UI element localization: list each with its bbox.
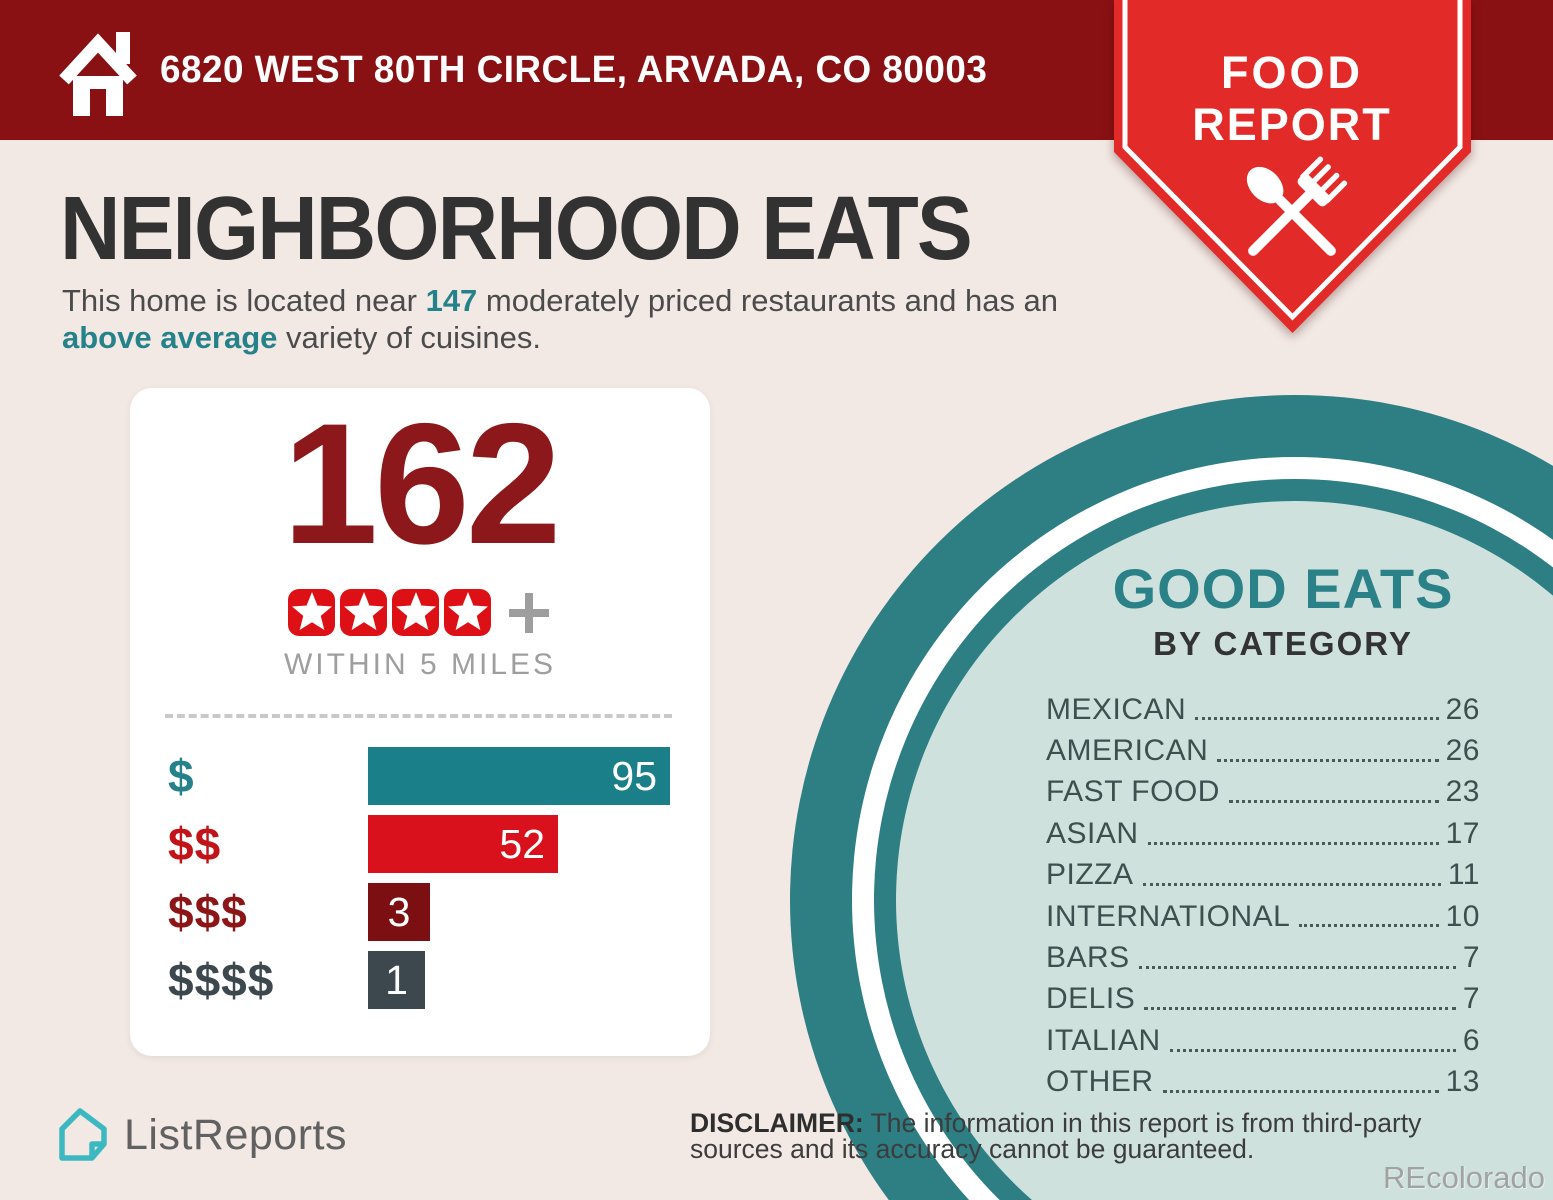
price-tier-label: $$$$: [168, 954, 275, 1006]
category-count: 17: [1445, 816, 1480, 850]
category-list: MEXICAN 26 AMERICAN 26 FAST FOOD 23 ASIA…: [1046, 689, 1480, 1103]
property-address: 6820 WEST 80TH CIRCLE, ARVADA, CO 80003: [160, 48, 988, 91]
category-row: INTERNATIONAL 10: [1046, 896, 1480, 937]
category-row: MEXICAN 26: [1046, 689, 1480, 730]
subtitle-text: moderately priced restaurants and has an: [477, 283, 1059, 318]
dashed-divider: [165, 714, 672, 718]
category-count: 6: [1462, 1023, 1480, 1057]
dotted-leader: [1195, 717, 1439, 721]
dotted-leader: [1228, 800, 1439, 804]
category-name: AMERICAN: [1046, 734, 1209, 768]
price-bar-value: 52: [499, 820, 545, 867]
home-icon: [59, 32, 137, 116]
radius-note: WITHIN 5 MILES: [283, 648, 557, 681]
listreports-house-icon: [59, 1108, 107, 1161]
price-tier-label: $: [168, 750, 195, 802]
category-name: FAST FOOD: [1046, 775, 1220, 809]
price-bar-row: $ 95: [168, 747, 672, 805]
price-bar-chart: $ 95 $$ 52 $$$ 3 $$$$ 1: [168, 747, 672, 1009]
category-row: BARS 7: [1046, 937, 1480, 978]
star-icon: [392, 589, 439, 636]
restaurant-count-highlight: 147: [425, 283, 478, 318]
dotted-leader: [1162, 1089, 1439, 1093]
star-icon: [340, 589, 387, 636]
price-tier-label: $$$: [168, 886, 248, 938]
price-bar-value: 1: [385, 956, 408, 1003]
price-bar-row: $$$$ 1: [168, 951, 672, 1009]
dotted-leader: [1169, 1048, 1456, 1052]
category-count: 7: [1462, 941, 1480, 975]
category-name: OTHER: [1046, 1065, 1154, 1099]
badge-line2: REPORT: [1192, 99, 1392, 150]
category-name: MEXICAN: [1046, 692, 1187, 726]
category-count: 26: [1445, 692, 1480, 726]
dotted-leader: [1299, 924, 1439, 928]
food-report-badge: FOOD REPORT: [1114, 0, 1471, 333]
subtitle-text: variety of cuisines.: [277, 320, 542, 355]
category-name: ASIAN: [1046, 816, 1139, 850]
price-bar-value: 3: [387, 888, 411, 935]
dotted-leader: [1147, 841, 1439, 845]
page-title: NEIGHBORHOOD EATS: [60, 179, 973, 279]
category-row: DELIS 7: [1046, 979, 1480, 1020]
spoon-fork-icon: [1246, 156, 1348, 256]
price-bar: 3: [368, 883, 430, 941]
listreports-wordmark: ListReports: [124, 1110, 347, 1159]
listreports-logo: ListReports: [55, 1106, 347, 1164]
category-row: PIZZA 11: [1046, 855, 1480, 896]
category-name: BARS: [1046, 941, 1130, 975]
good-eats-subtitle: BY CATEGORY: [1153, 625, 1413, 662]
good-eats-title: GOOD EATS: [1112, 557, 1454, 620]
intro-subtitle: This home is located near 147 moderately…: [62, 282, 1102, 356]
price-bar-row: $$ 52: [168, 815, 672, 873]
category-row: AMERICAN 26: [1046, 730, 1480, 771]
star-rating: [130, 589, 710, 636]
category-name: INTERNATIONAL: [1046, 899, 1291, 933]
dotted-leader: [1217, 758, 1439, 762]
price-tier-label: $$: [168, 818, 222, 870]
restaurant-stats-card: 162: [130, 388, 710, 1056]
star-icon: [444, 589, 491, 636]
category-count: 11: [1447, 858, 1480, 892]
category-count: 26: [1445, 734, 1480, 768]
price-bar: 95: [368, 747, 670, 805]
category-count: 13: [1445, 1065, 1480, 1099]
price-bar: 1: [368, 951, 425, 1009]
variety-highlight: above average: [62, 320, 278, 355]
price-bar-value: 95: [611, 752, 657, 799]
disclaimer-text: The information in this report is from t…: [690, 1108, 1422, 1164]
subtitle-text: This home is located near: [62, 283, 426, 318]
category-row: OTHER 13: [1046, 1062, 1480, 1103]
badge-line1: FOOD: [1221, 47, 1363, 98]
category-name: PIZZA: [1046, 858, 1134, 892]
category-count: 23: [1445, 775, 1480, 809]
dotted-leader: [1142, 882, 1441, 886]
category-name: DELIS: [1046, 982, 1136, 1016]
total-restaurant-count: 162: [282, 388, 562, 580]
category-count: 10: [1445, 899, 1480, 933]
category-count: 7: [1462, 982, 1480, 1016]
star-tiles: [288, 589, 491, 636]
recolorado-watermark: REcolorado: [1383, 1160, 1545, 1195]
disclaimer-label: DISCLAIMER:: [690, 1108, 864, 1138]
star-icon: [288, 589, 335, 636]
category-row: ITALIAN 6: [1046, 1020, 1480, 1061]
category-row: FAST FOOD 23: [1046, 772, 1480, 813]
price-bar-row: $$$ 3: [168, 883, 672, 941]
dotted-leader: [1138, 965, 1456, 969]
disclaimer: DISCLAIMER: The information in this repo…: [690, 1108, 1500, 1164]
good-eats-panel: GOOD EATS BY CATEGORY MEXICAN 26 AMERICA…: [1046, 556, 1480, 1103]
category-row: ASIAN 17: [1046, 813, 1480, 854]
price-bar: 52: [368, 815, 558, 873]
dotted-leader: [1144, 1007, 1456, 1011]
category-name: ITALIAN: [1046, 1023, 1161, 1057]
plus-icon: [506, 590, 552, 636]
